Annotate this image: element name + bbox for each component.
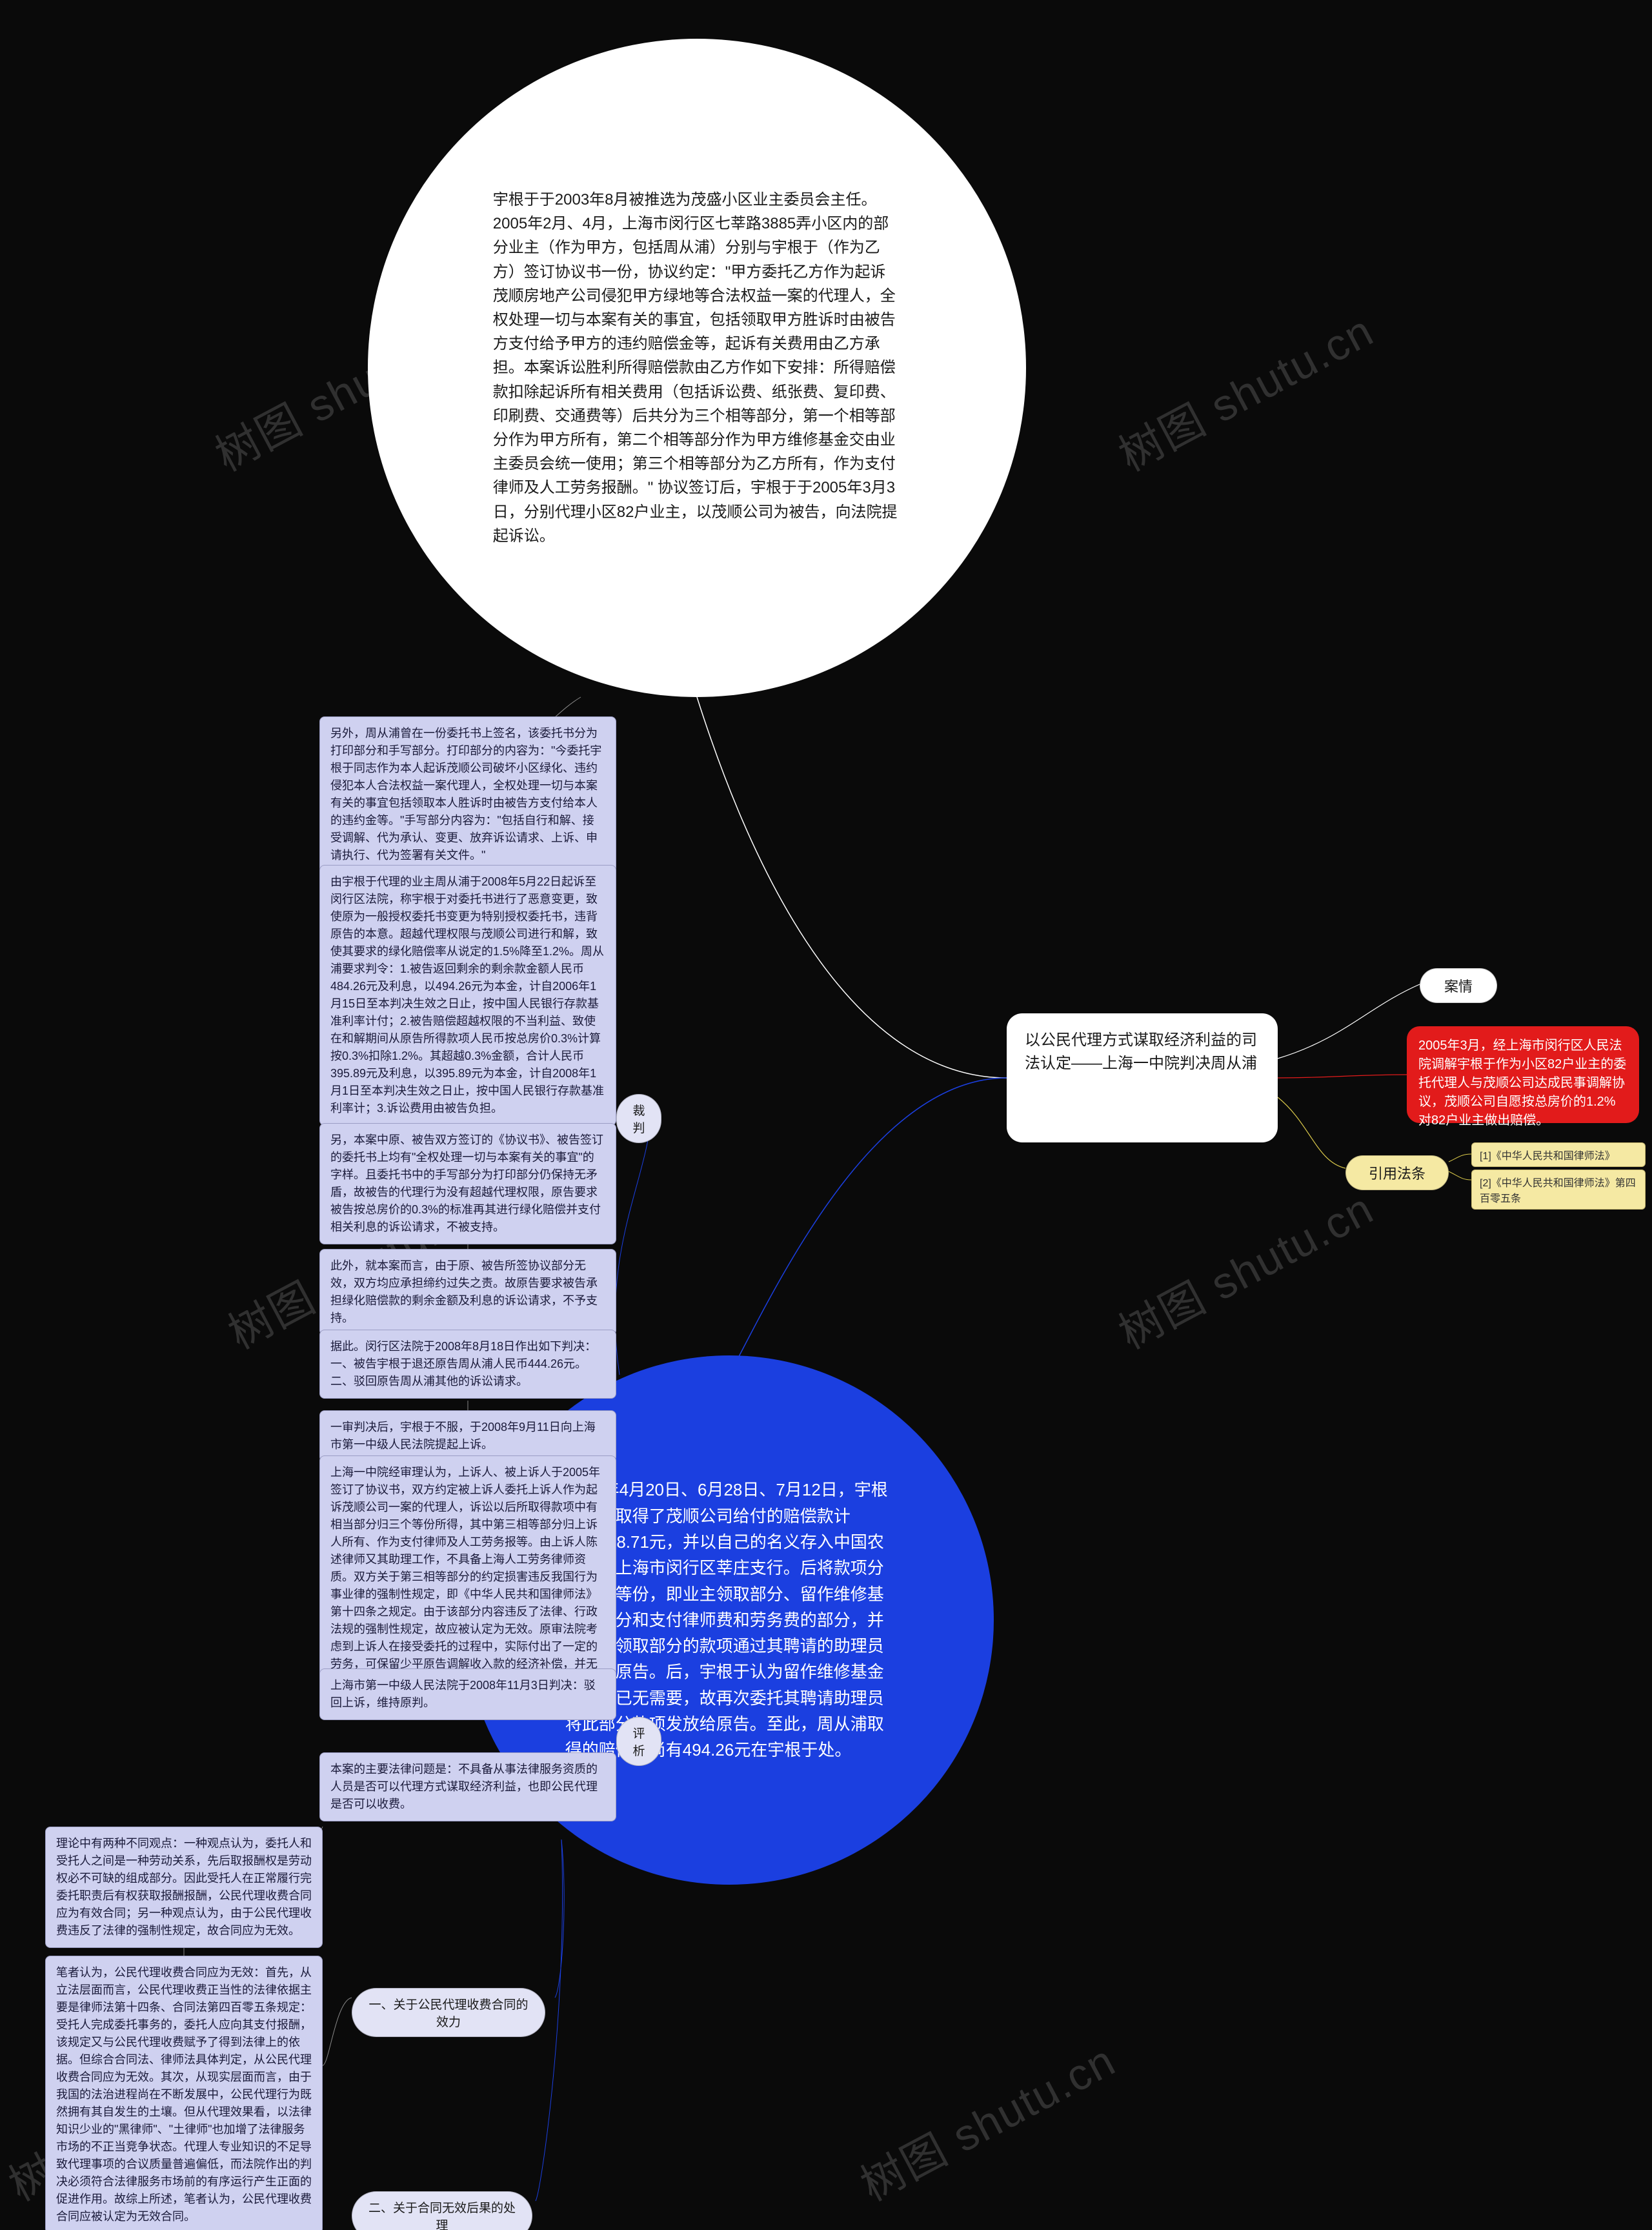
- edge-center-right-yinyong: [1278, 1097, 1345, 1168]
- law-ref-1[interactable]: [1]《中华人民共和国律师法》: [1471, 1142, 1646, 1167]
- watermark: 树图 shutu.cn: [1106, 1173, 1384, 1361]
- left-box-b11: 笔者认为，公民代理收费合同应为无效：首先，从立法层面而言，公民代理收费正当性的法…: [45, 1956, 323, 2230]
- left-box-b5: 据此。闵行区法院于2008年8月18日作出如下判决：一、被告宇根于退还原告周从浦…: [319, 1330, 616, 1399]
- anqing-pill[interactable]: 案情: [1420, 968, 1497, 1003]
- top-ellipse-node: 宇根于于2003年8月被推选为茂盛小区业主委员会主任。2005年2月、4月，上海…: [368, 39, 1026, 697]
- left-box-b8: 上海市第一中级人民法院于2008年11月3日判决：驳回上诉，维持原判。: [319, 1668, 616, 1720]
- watermark: 树图 shutu.cn: [848, 2025, 1125, 2213]
- edge-center-left-blue: [729, 1078, 1007, 1375]
- edge-yinyong-law1: [1449, 1154, 1471, 1162]
- edge-center-left-top: [697, 697, 1007, 1078]
- left-box-er[interactable]: 二、关于合同无效后果的处理: [352, 2191, 532, 2230]
- edge-center-right-anqing: [1278, 984, 1420, 1059]
- left-box-b10: 理论中有两种不同观点：一种观点认为，委托人和受托人之间是一种劳动关系，先后取报酬…: [45, 1827, 323, 1948]
- left-box-pingxi[interactable]: 评析: [616, 1717, 661, 1766]
- yinyong-pill[interactable]: 引用法条: [1345, 1155, 1449, 1190]
- left-box-b6: 一审判决后，宇根于不服，于2008年9月11日向上海市第一中级人民法院提起上诉。: [319, 1410, 616, 1462]
- left-box-yi[interactable]: 一、关于公民代理收费合同的效力: [352, 1988, 545, 2037]
- edge-center-right-red: [1278, 1075, 1407, 1078]
- left-box-b9: 本案的主要法律问题是：不具备从事法律服务资质的人员是否可以代理方式谋取经济利益，…: [319, 1752, 616, 1821]
- left-box-caipan[interactable]: 裁判: [616, 1094, 661, 1143]
- edge-blue-left-yi: [555, 1840, 564, 1998]
- law-ref-2[interactable]: [2]《中华人民共和国律师法》第四百零五条: [1471, 1170, 1646, 1210]
- left-box-b1: 另外，周从浦曾在一份委托书上签名，该委托书分为打印部分和手写部分。打印部分的内容…: [319, 716, 616, 873]
- red-summary-text: 2005年3月，经上海市闵行区人民法院调解宇根于作为小区82户业主的委托代理人与…: [1418, 1037, 1627, 1130]
- center-text: 以公民代理方式谋取经济利益的司法认定——上海一中院判决周从浦: [1025, 1029, 1260, 1075]
- mindmap-canvas: 树图 shutu.cn树图 shutu.cn树图 shutu.cn树图 shut…: [0, 0, 1652, 2230]
- edge-yinyong-law2: [1449, 1171, 1471, 1180]
- left-box-b4: 此外，就本案而言，由于原、被告所签协议部分无效，双方均应承担缔约过失之责。故原告…: [319, 1249, 616, 1335]
- edge-yi-b11: [323, 1998, 352, 2065]
- edge-blue-left-caipan: [615, 1109, 651, 1375]
- top-ellipse-text: 宇根于于2003年8月被推选为茂盛小区业主委员会主任。2005年2月、4月，上海…: [493, 188, 901, 548]
- left-box-b3: 另，本案中原、被告双方签订的《协议书》、被告签订的委托书上均有"全权处理一切与本…: [319, 1123, 616, 1244]
- left-box-b2: 由宇根于代理的业主周从浦于2008年5月22日起诉至闵行区法院，称宇根于对委托书…: [319, 865, 616, 1126]
- watermark: 树图 shutu.cn: [1106, 296, 1384, 483]
- center-root-node[interactable]: 以公民代理方式谋取经济利益的司法认定——上海一中院判决周从浦: [1007, 1013, 1278, 1142]
- red-summary-node[interactable]: 2005年3月，经上海市闵行区人民法院调解宇根于作为小区82户业主的委托代理人与…: [1407, 1026, 1639, 1123]
- left-box-b7: 上海一中院经审理认为，上诉人、被上诉人于2005年签订了协议书，双方约定被上诉人…: [319, 1455, 616, 1699]
